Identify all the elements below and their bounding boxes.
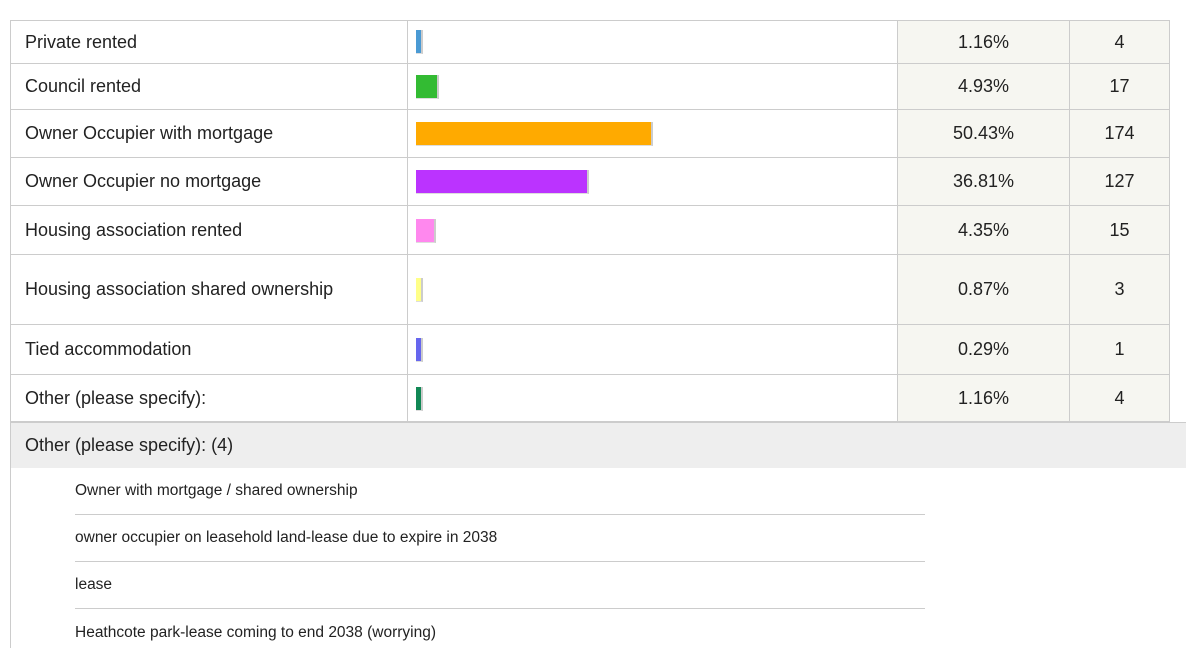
bar	[416, 278, 423, 302]
row-label: Private rented	[10, 20, 408, 64]
count: 4	[1070, 375, 1170, 422]
percent: 50.43%	[898, 110, 1070, 158]
other-response: lease	[75, 562, 925, 609]
percent: 36.81%	[898, 158, 1070, 206]
bar-cell	[408, 206, 898, 255]
bar	[416, 218, 437, 243]
row-label: Council rented	[10, 64, 408, 110]
percent: 4.93%	[898, 64, 1070, 110]
count: 17	[1070, 64, 1170, 110]
other-response: Owner with mortgage / shared ownership	[75, 468, 925, 515]
count: 1	[1070, 325, 1170, 375]
bar-cell	[408, 158, 898, 206]
count: 3	[1070, 255, 1170, 325]
other-response: owner occupier on leasehold land-lease d…	[75, 515, 925, 562]
percent: 0.87%	[898, 255, 1070, 325]
row-label: Tied accommodation	[10, 325, 408, 375]
bar-cell	[408, 255, 898, 325]
bar	[416, 170, 589, 194]
count: 127	[1070, 158, 1170, 206]
row-label: Housing association rented	[10, 206, 408, 255]
bar-cell	[408, 110, 898, 158]
border	[10, 468, 11, 648]
row-label: Owner Occupier with mortgage	[10, 110, 408, 158]
count: 4	[1070, 20, 1170, 64]
bar	[416, 338, 423, 362]
bar-cell	[408, 325, 898, 375]
bar	[416, 30, 423, 54]
bar-cell	[408, 64, 898, 110]
bar	[416, 122, 654, 146]
bar	[416, 386, 423, 411]
other-header: Other (please specify): (4)	[10, 422, 1186, 468]
bar	[416, 75, 440, 99]
row-label: Owner Occupier no mortgage	[10, 158, 408, 206]
row-label: Other (please specify):	[10, 375, 408, 422]
percent: 0.29%	[898, 325, 1070, 375]
percent: 1.16%	[898, 20, 1070, 64]
bar-cell	[408, 20, 898, 64]
percent: 1.16%	[898, 375, 1070, 422]
other-response: Heathcote park-lease coming to end 2038 …	[75, 623, 436, 641]
percent: 4.35%	[898, 206, 1070, 255]
count: 15	[1070, 206, 1170, 255]
row-label: Housing association shared ownership	[10, 255, 408, 325]
bar-cell	[408, 375, 898, 422]
count: 174	[1070, 110, 1170, 158]
